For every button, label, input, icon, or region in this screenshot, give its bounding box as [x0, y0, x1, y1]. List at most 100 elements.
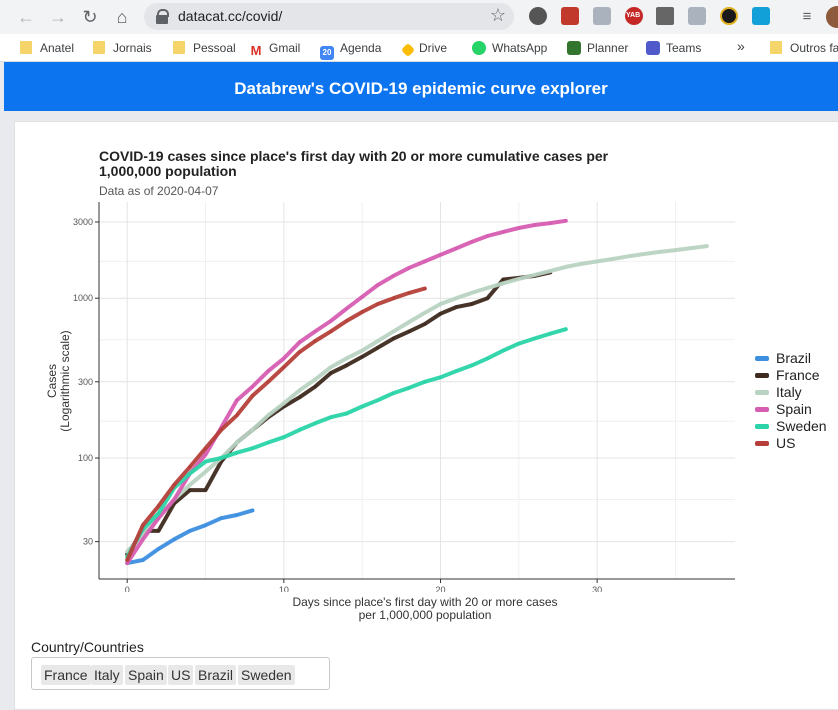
- bookmark-drive[interactable]: Drive: [400, 40, 447, 58]
- whatsapp-icon: [472, 41, 486, 55]
- bookmark-agenda[interactable]: 20 Agenda: [320, 40, 381, 60]
- x-tick-label: 10: [279, 585, 289, 592]
- x-tick-label: 30: [592, 585, 602, 592]
- browser-toolbar: ← → ↻ ⌂ datacat.cc/covid/ ☆ YAB ≡: [0, 0, 838, 34]
- planner-icon: [567, 41, 581, 55]
- legend-item-us: US: [755, 435, 838, 452]
- data-point-france: [203, 488, 208, 492]
- data-point-sweden: [282, 435, 286, 439]
- chip-sweden[interactable]: Sweden: [238, 665, 295, 685]
- download-extension-icon[interactable]: [593, 7, 611, 25]
- data-point-brazil: [141, 558, 145, 562]
- data-point-spain: [532, 223, 537, 227]
- data-point-spain: [517, 226, 521, 230]
- data-point-brazil: [235, 513, 239, 517]
- folder-icon: [770, 41, 782, 54]
- yab-extension-icon[interactable]: YAB: [625, 7, 643, 25]
- bookmarks-overflow-button[interactable]: »: [737, 38, 745, 54]
- forward-arrow-icon[interactable]: →: [49, 7, 67, 27]
- legend-swatch: [755, 373, 769, 378]
- legend-item-spain: Spain: [755, 401, 838, 418]
- data-point-france: [391, 336, 396, 341]
- chip-brazil[interactable]: Brazil: [195, 665, 237, 685]
- data-point-sweden: [501, 349, 505, 353]
- bookmark-anatel[interactable]: Anatel: [20, 40, 74, 56]
- data-point-france: [344, 363, 349, 367]
- data-point-spain: [172, 497, 176, 502]
- data-point-us: [235, 413, 239, 417]
- bookmark-teams[interactable]: Teams: [646, 40, 701, 56]
- chip-italy[interactable]: Italy: [91, 665, 123, 685]
- bookmark-whatsapp[interactable]: WhatsApp: [472, 40, 547, 56]
- url-text[interactable]: datacat.cc/covid/: [178, 8, 283, 24]
- data-point-spain: [250, 384, 255, 389]
- data-point-sweden: [438, 375, 443, 379]
- share-extension-icon[interactable]: [752, 7, 770, 25]
- teams-icon: [646, 41, 660, 55]
- chip-spain[interactable]: Spain: [125, 665, 167, 685]
- chart-title: COVID-19 cases since place's first day w…: [99, 148, 609, 179]
- pdf-extension-icon[interactable]: [561, 7, 579, 25]
- data-point-sweden: [235, 451, 239, 455]
- data-point-italy: [532, 273, 537, 277]
- data-point-us: [219, 428, 223, 432]
- data-point-spain: [454, 246, 458, 250]
- calendar-icon: 20: [320, 46, 334, 60]
- arrow-extension-icon[interactable]: [688, 7, 706, 25]
- data-point-italy: [579, 262, 584, 266]
- x-axis-label-line1: Days since place's first day with 20 or …: [292, 595, 558, 609]
- country-multiselect[interactable]: France Italy Spain US Brazil Sweden: [31, 657, 330, 690]
- data-point-spain: [376, 283, 380, 287]
- data-point-brazil: [203, 523, 208, 527]
- data-point-italy: [485, 286, 490, 290]
- data-point-italy: [705, 244, 709, 248]
- data-point-italy: [297, 388, 302, 392]
- data-point-italy: [611, 257, 615, 261]
- bookmark-gmail[interactable]: M Gmail: [249, 41, 301, 58]
- data-point-spain: [141, 537, 145, 541]
- data-point-spain: [282, 356, 286, 361]
- extension-dots-icon[interactable]: [529, 7, 547, 25]
- data-point-brazil: [219, 516, 223, 520]
- data-point-sweden: [250, 446, 255, 450]
- data-point-us: [125, 558, 129, 562]
- data-point-france: [313, 384, 317, 389]
- data-point-us: [423, 286, 427, 291]
- data-point-italy: [548, 269, 552, 273]
- data-point-us: [203, 446, 208, 450]
- data-point-us: [329, 329, 333, 333]
- data-point-us: [407, 291, 411, 295]
- data-point-sweden: [297, 428, 302, 432]
- data-point-sweden: [548, 332, 552, 336]
- reload-icon[interactable]: ↻: [82, 7, 98, 27]
- address-bar[interactable]: datacat.cc/covid/ ☆: [144, 3, 514, 30]
- data-point-italy: [470, 291, 474, 295]
- data-point-france: [438, 312, 443, 316]
- bookmark-star-icon[interactable]: ☆: [489, 5, 506, 25]
- bookmark-planner[interactable]: Planner: [567, 40, 628, 56]
- data-point-sweden: [454, 369, 458, 373]
- data-point-italy: [642, 252, 646, 256]
- data-point-spain: [313, 329, 317, 333]
- data-point-us: [266, 380, 270, 384]
- dark-circle-extension-icon[interactable]: [720, 7, 738, 25]
- series-line-spain: [125, 218, 568, 566]
- chip-france[interactable]: France: [41, 665, 91, 685]
- data-point-france: [470, 302, 474, 306]
- legend-swatch: [755, 390, 769, 395]
- data-point-france: [454, 305, 458, 309]
- data-point-spain: [235, 398, 239, 402]
- chip-us[interactable]: US: [168, 665, 194, 685]
- bookmark-other-folder[interactable]: Outros fa: [770, 40, 838, 56]
- data-point-italy: [313, 377, 317, 382]
- home-icon[interactable]: ⌂: [116, 7, 128, 27]
- back-arrow-icon[interactable]: ←: [17, 7, 35, 27]
- filter-extension-icon[interactable]: [656, 7, 674, 25]
- bookmark-pessoal[interactable]: Pessoal: [173, 40, 236, 56]
- data-point-spain: [344, 307, 349, 311]
- reading-list-icon[interactable]: ≡: [802, 8, 812, 25]
- bookmark-jornais[interactable]: Jornais: [93, 40, 152, 56]
- data-point-sweden: [485, 356, 490, 361]
- data-point-sweden: [532, 336, 537, 341]
- profile-avatar[interactable]: [826, 6, 838, 28]
